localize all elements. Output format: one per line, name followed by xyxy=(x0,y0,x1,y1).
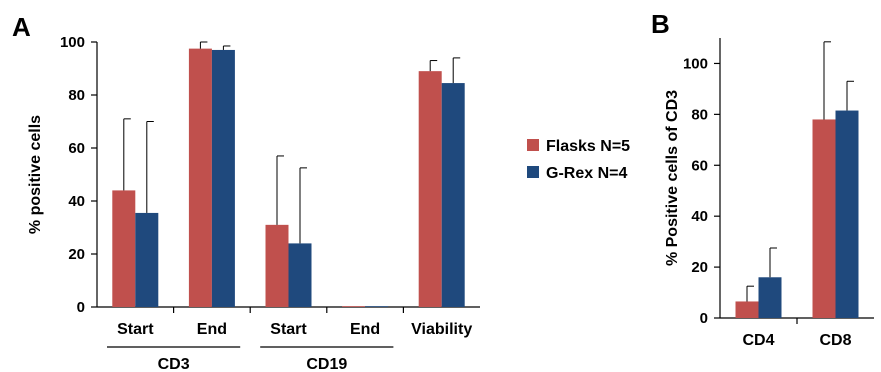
bar-flasks-n-5-viability xyxy=(418,71,442,308)
panel-letter-b: B xyxy=(651,9,670,39)
y-tick-label: 40 xyxy=(68,193,85,210)
y-tick-label: 20 xyxy=(691,259,708,276)
bar-flasks-n-5-cd4 xyxy=(735,301,759,318)
bar-flasks-n-5-end xyxy=(188,48,212,307)
bar-g-rex-n-4-start xyxy=(288,243,312,307)
x-tick-label: CD4 xyxy=(742,332,774,349)
y-axis-label: % Positive cells of CD3 xyxy=(664,90,681,266)
bar-flasks-n-5-end xyxy=(342,306,366,307)
bar-flasks-n-5-start xyxy=(265,224,289,307)
y-tick-label: 20 xyxy=(68,246,85,263)
bar-g-rex-n-4-cd8 xyxy=(835,110,859,318)
x-tick-label: CD8 xyxy=(819,332,851,349)
group-label: CD19 xyxy=(306,356,347,372)
legend-label-grex: G-Rex N=4 xyxy=(546,165,627,182)
legend-swatch-grex xyxy=(527,166,539,178)
legend-swatch-flasks xyxy=(527,139,539,151)
y-axis-label: % positive cells xyxy=(27,115,44,234)
panel-letter-a: A xyxy=(12,12,31,42)
chart-b: 0 20 40 60 80 100 CD4 CD8 % Positive cells of CD… xyxy=(664,38,874,349)
bar-flasks-n-5-start xyxy=(112,190,136,307)
y-tick-label: 0 xyxy=(700,310,708,327)
y-tick-label: 60 xyxy=(691,157,708,174)
group-label: CD3 xyxy=(158,356,190,372)
chart-a: 0 20 40 60 80 100 Start End Start End Viability CD3… xyxy=(27,34,480,372)
bar-g-rex-n-4-end xyxy=(211,49,235,307)
legend: Flasks N=5 G-Rex N=4 xyxy=(527,138,630,182)
y-tick-label: 60 xyxy=(68,140,85,157)
bar-flasks-n-5-cd8 xyxy=(812,119,836,318)
y-tick-label: 100 xyxy=(683,55,708,72)
y-tick-label: 40 xyxy=(691,208,708,225)
bar-g-rex-n-4-start xyxy=(135,212,159,307)
bar-g-rex-n-4-viability xyxy=(441,83,465,307)
y-tick-label: 80 xyxy=(68,87,85,104)
x-tick-label: End xyxy=(197,321,227,338)
y-tick-label: 100 xyxy=(60,34,85,51)
bar-g-rex-n-4-end xyxy=(365,306,389,307)
x-tick-label: Viability xyxy=(411,321,472,338)
bar-g-rex-n-4-cd4 xyxy=(758,277,782,318)
y-tick-label: 0 xyxy=(77,299,85,316)
legend-label-flasks: Flasks N=5 xyxy=(546,138,630,155)
x-tick-label: End xyxy=(350,321,380,338)
x-tick-label: Start xyxy=(117,321,154,338)
y-tick-label: 80 xyxy=(691,106,708,123)
x-tick-label: Start xyxy=(270,321,307,338)
